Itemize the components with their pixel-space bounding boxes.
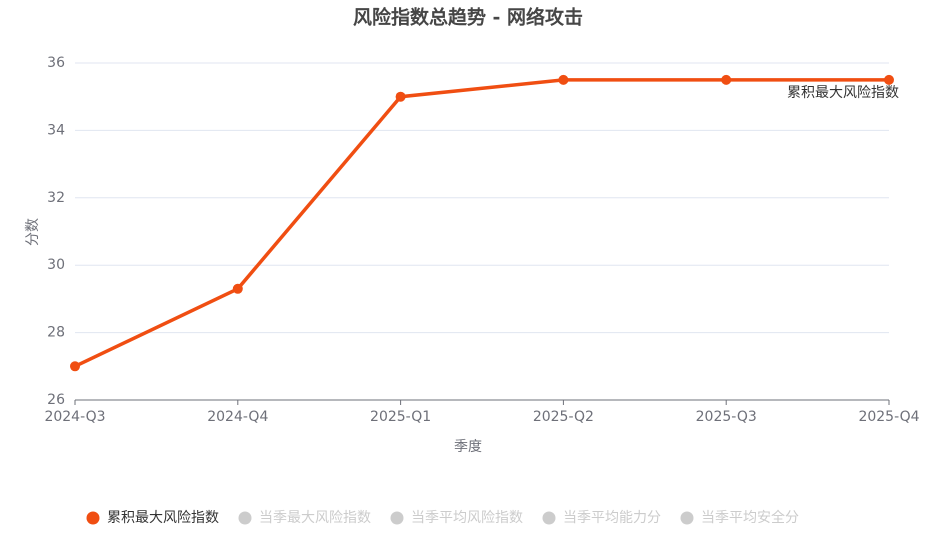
- legend-label: 当季最大风险指数: [259, 510, 371, 526]
- legend-label: 当季平均能力分: [563, 510, 661, 526]
- y-tick-label: 26: [47, 392, 65, 408]
- data-point: [884, 74, 894, 85]
- legend-marker: [542, 511, 556, 525]
- y-axis-title: 分数: [25, 218, 41, 246]
- series-line: [74, 78, 889, 368]
- y-tick-label: 28: [47, 325, 65, 341]
- legend-label: 当季平均风险指数: [411, 510, 523, 526]
- y-tick-label: 34: [47, 122, 65, 138]
- x-tick-label: 2025-Q4: [858, 409, 919, 425]
- data-point: [232, 283, 243, 294]
- x-tick-label: 2025-Q2: [533, 409, 594, 425]
- legend-marker: [238, 511, 252, 525]
- legend-marker: [390, 511, 404, 525]
- legend-label: 当季平均安全分: [701, 509, 799, 526]
- y-tick-label: 32: [47, 190, 65, 206]
- legend-label: 累积最大风险指数: [107, 510, 219, 526]
- chart-title: 风险指数总趋势 - 网络攻击: [353, 6, 583, 29]
- x-tick-label: 2025-Q1: [370, 409, 431, 425]
- x-tick-label: 2025-Q3: [696, 409, 757, 425]
- end-label: 累积最大风险指数: [787, 85, 899, 101]
- x-axis-title: 季度: [454, 439, 482, 455]
- x-tick-label: 2024-Q4: [207, 409, 268, 425]
- y-tick-label: 30: [47, 257, 65, 273]
- data-point: [558, 74, 569, 85]
- legend-marker: [86, 511, 100, 525]
- legend-marker: [680, 511, 694, 525]
- x-tick-label: 2024-Q3: [44, 409, 105, 425]
- data-point: [70, 361, 80, 372]
- y-tick-label: 36: [47, 55, 65, 71]
- data-point: [395, 91, 406, 102]
- data-point: [721, 74, 732, 85]
